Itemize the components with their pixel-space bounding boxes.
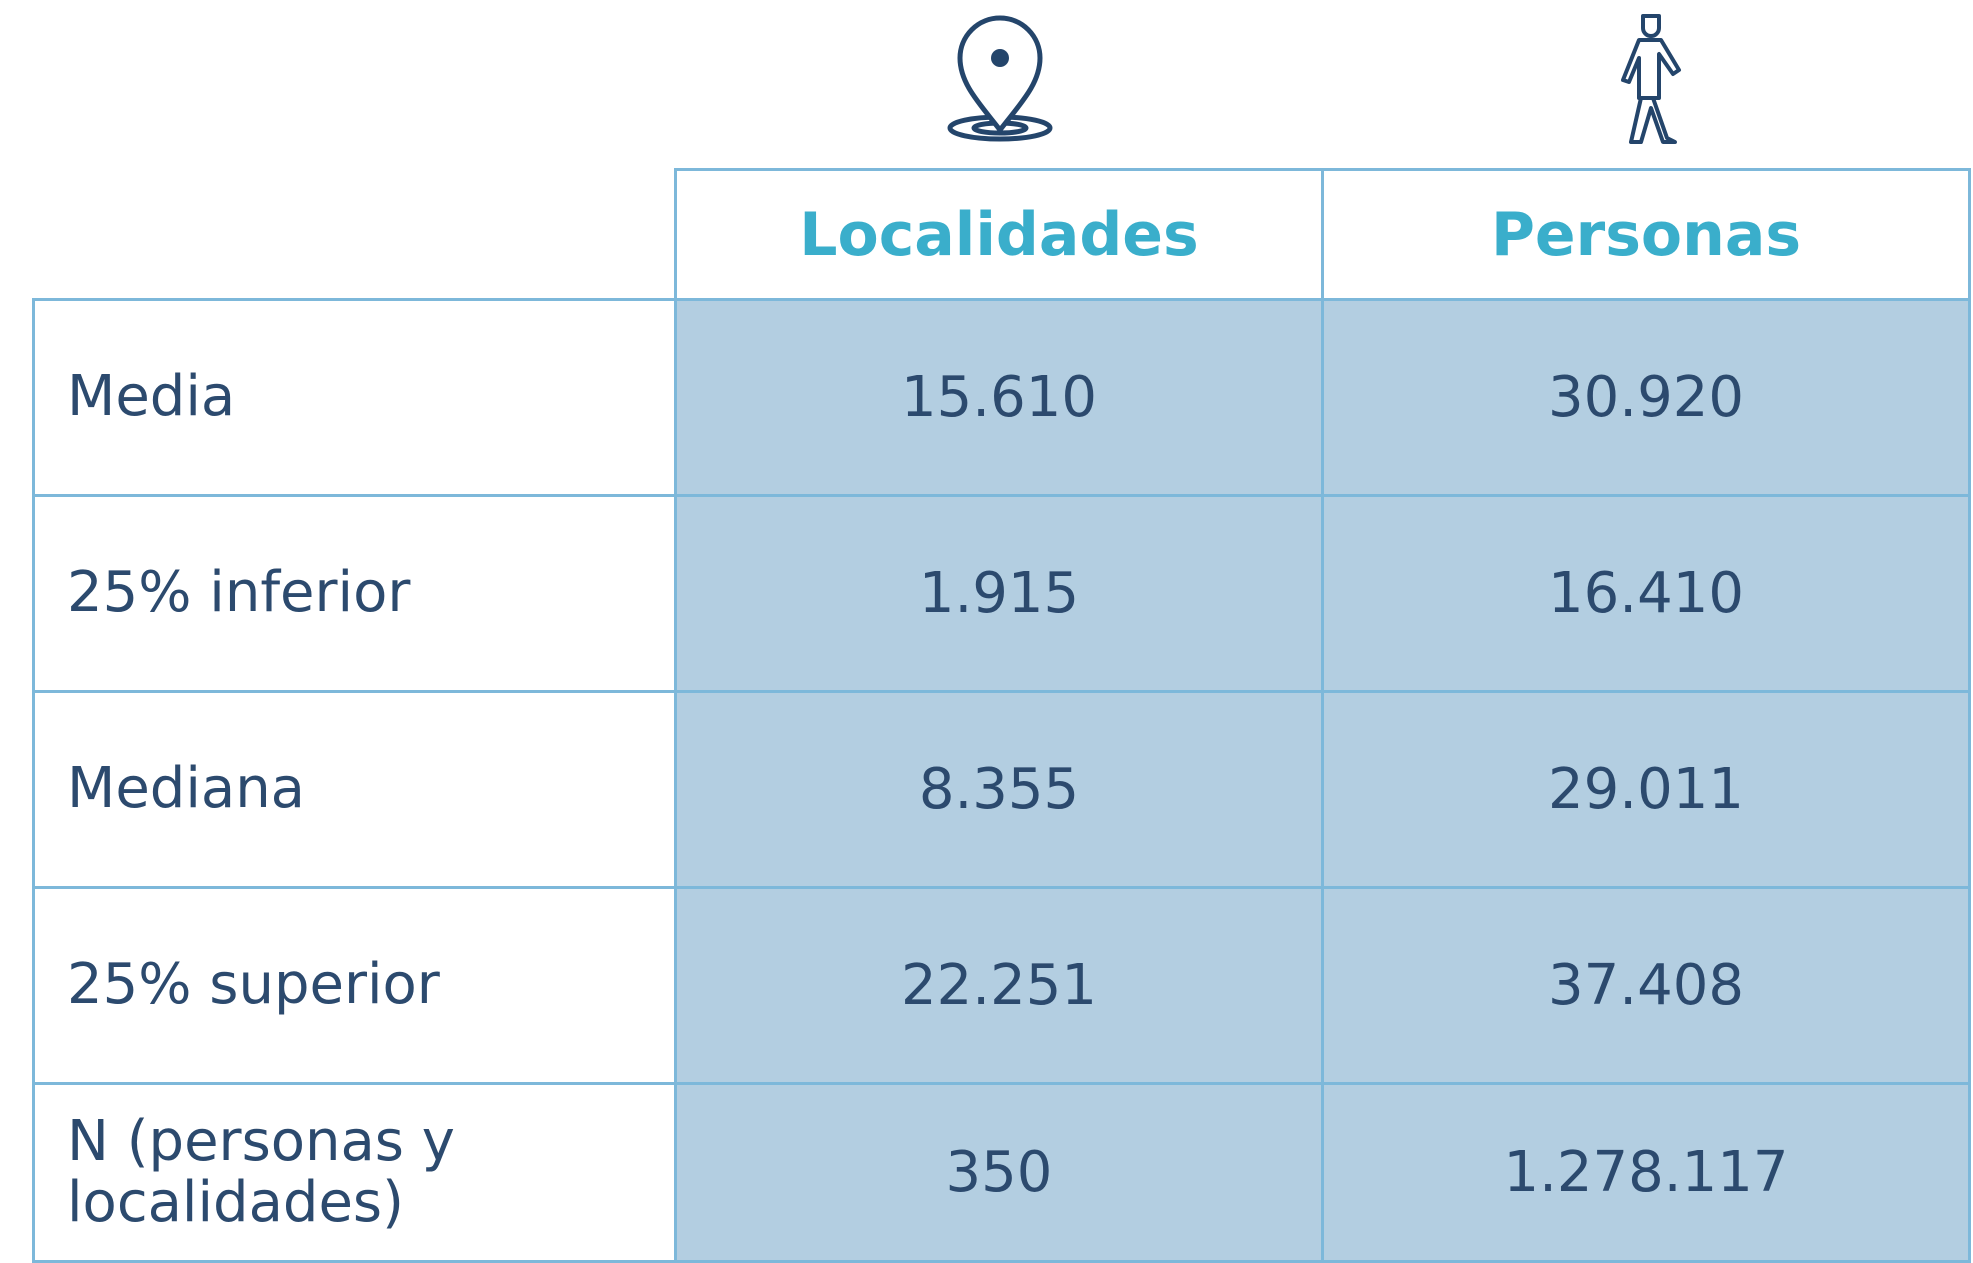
cell-value: 8.355 bbox=[674, 690, 1324, 889]
cell-value: 1.278.117 bbox=[1321, 1082, 1971, 1263]
cell-value: 37.408 bbox=[1321, 886, 1971, 1085]
cell-value: 350 bbox=[674, 1082, 1324, 1263]
cell-value: 29.011 bbox=[1321, 690, 1971, 889]
column-header: Personas bbox=[1321, 168, 1971, 301]
cell-value: 30.920 bbox=[1321, 298, 1971, 497]
cell-value: 22.251 bbox=[674, 886, 1324, 1085]
location-icon bbox=[947, 15, 1053, 142]
person-icon bbox=[1621, 14, 1681, 144]
cell-value: 1.915 bbox=[674, 494, 1324, 693]
cell-value: 15.610 bbox=[674, 298, 1324, 497]
row-label: Mediana bbox=[32, 690, 677, 889]
cell-value: 16.410 bbox=[1321, 494, 1971, 693]
column-header: Localidades bbox=[674, 168, 1324, 301]
row-label: 25% inferior bbox=[32, 494, 677, 693]
row-label: N (personas y localidades) bbox=[32, 1082, 677, 1263]
row-label: Media bbox=[32, 298, 677, 497]
row-label: 25% superior bbox=[32, 886, 677, 1085]
